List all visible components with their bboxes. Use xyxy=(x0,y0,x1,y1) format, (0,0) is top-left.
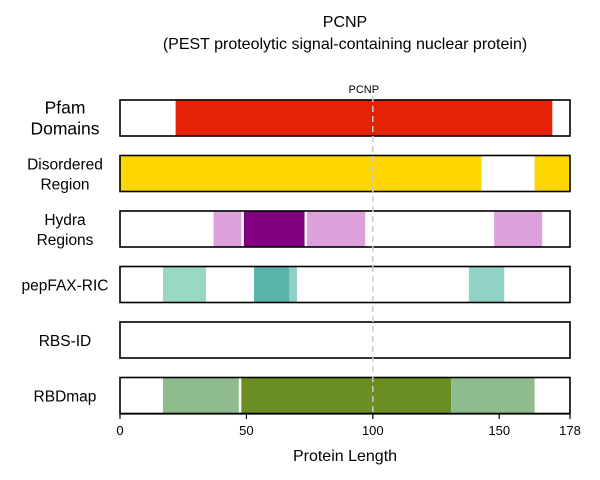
x-axis-label: Protein Length xyxy=(293,448,397,465)
track-label: Regions xyxy=(37,232,94,249)
marker-line-group: PCNP xyxy=(349,84,380,414)
track-label: Domains xyxy=(30,119,99,139)
track-segment xyxy=(468,266,505,303)
track-segment xyxy=(289,266,297,303)
track-rbdmap: RBDmap xyxy=(34,376,571,415)
track-pepfax-ric: pepFAX-RIC xyxy=(21,265,571,304)
x-tick-label: 100 xyxy=(362,423,384,438)
chart-subtitle-line: (PEST proteolytic signal-containing nucl… xyxy=(163,36,527,53)
track-background xyxy=(120,322,570,358)
track-rbs-id: RBS-ID xyxy=(39,321,571,359)
track-hydra-regions: Hydra Regions xyxy=(37,210,571,249)
track-segment xyxy=(162,377,239,414)
track-border xyxy=(119,321,571,359)
chart-title-line: PCNP xyxy=(323,14,367,31)
x-tick-label: 0 xyxy=(116,423,123,438)
track-label: Disordered xyxy=(27,157,103,174)
track-segment xyxy=(243,211,305,247)
track-segment xyxy=(175,100,553,136)
track-segment xyxy=(162,266,206,303)
x-axis: 0 50 100 150 178 Protein Length xyxy=(116,413,581,465)
marker-label: PCNP xyxy=(349,84,380,96)
track-disordered-region: Disordered Region xyxy=(27,154,571,194)
track-segment xyxy=(241,377,452,414)
x-tick-label: 150 xyxy=(488,423,510,438)
track-label: Region xyxy=(40,177,89,194)
track-label: RBDmap xyxy=(34,389,97,406)
track-segment xyxy=(213,211,242,247)
track-segment xyxy=(253,266,290,303)
track-border xyxy=(119,154,571,193)
track-label: RBS-ID xyxy=(39,333,92,350)
track-border xyxy=(119,99,571,137)
x-tick-label: 50 xyxy=(239,423,253,438)
track-segment xyxy=(120,155,482,192)
x-tick-label: 178 xyxy=(559,423,581,438)
track-label: pepFAX-RIC xyxy=(21,278,108,295)
chart-title: PCNP (PEST proteolytic signal-containing … xyxy=(163,14,527,53)
track-segment xyxy=(494,211,543,247)
track-segment xyxy=(534,155,570,192)
track-border xyxy=(119,210,571,248)
track-segment xyxy=(451,377,535,414)
track-label: Hydra xyxy=(44,212,86,229)
track-label: Pfam xyxy=(45,98,86,118)
track-segment xyxy=(307,211,366,247)
track-border xyxy=(119,265,571,304)
